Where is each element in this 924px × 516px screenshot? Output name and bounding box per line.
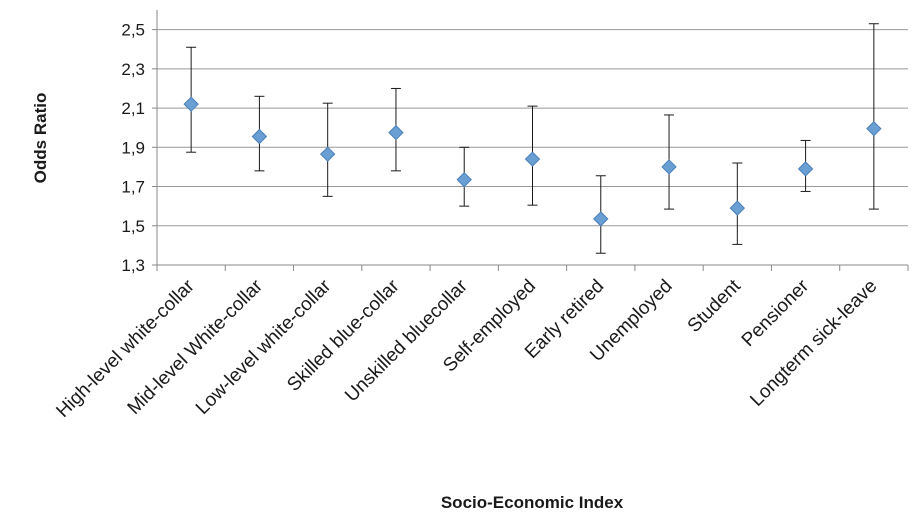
y-tick-label: 1,7 xyxy=(121,178,145,197)
category-label: Student xyxy=(684,275,746,337)
data-point-marker xyxy=(456,171,472,188)
error-bar xyxy=(868,23,879,210)
data-point-marker xyxy=(797,161,814,177)
data-point-marker xyxy=(251,128,268,145)
x-axis-title: Socio-Economic Index xyxy=(441,493,624,512)
y-tick-label: 2,5 xyxy=(121,21,145,40)
data-point-marker xyxy=(524,151,541,167)
data-point-marker xyxy=(729,200,746,216)
data-point-marker xyxy=(388,124,404,141)
data-point-marker xyxy=(593,211,609,227)
data-point-marker xyxy=(866,120,882,137)
y-tick-label: 1,5 xyxy=(121,217,145,236)
y-axis-ticks: 1,3 1,5 1,7 1,9 2,1 2,3 2,5 xyxy=(121,21,157,275)
category-label: Mid-level White-collar xyxy=(124,275,268,419)
data-points xyxy=(183,96,882,227)
category-label: High-level white-collar xyxy=(52,275,199,422)
y-tick-label: 1,9 xyxy=(121,138,145,157)
x-axis-ticks xyxy=(156,265,909,271)
data-point-marker xyxy=(319,146,336,162)
error-bars xyxy=(186,23,879,254)
category-label: Unskilled bluecollar xyxy=(341,275,472,406)
category-label: Longterm sick-leave xyxy=(746,276,881,411)
y-axis-title: Odds Ratio xyxy=(31,93,50,184)
data-point-marker xyxy=(183,96,199,112)
y-tick-label: 2,1 xyxy=(121,99,145,118)
data-point-marker xyxy=(661,159,677,175)
y-tick-label: 1,3 xyxy=(121,256,145,275)
y-tick-label: 2,3 xyxy=(121,60,145,79)
category-label: Low-level white-collar xyxy=(192,275,336,419)
